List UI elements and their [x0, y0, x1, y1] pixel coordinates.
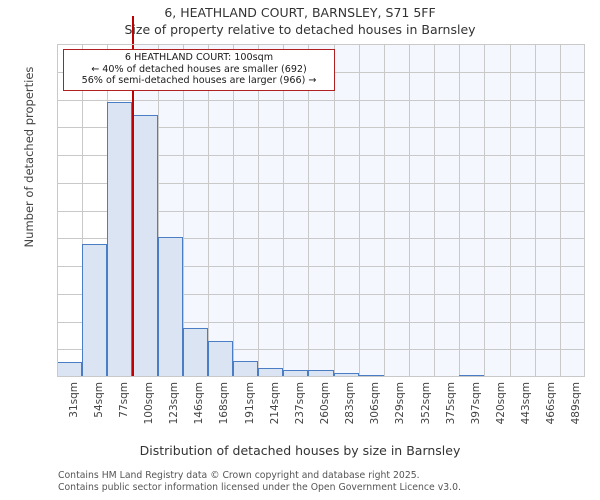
x-tick-label: 168sqm — [218, 382, 231, 425]
x-tick-label: 283sqm — [344, 382, 357, 425]
x-tick-label: 123sqm — [168, 382, 181, 425]
histogram-bars — [57, 44, 585, 377]
x-tick-label: 352sqm — [419, 382, 432, 425]
annotation-box: 6 HEATHLAND COURT: 100sqm ← 40% of detac… — [63, 49, 335, 91]
gridline — [383, 44, 385, 377]
plot-area — [57, 16, 585, 377]
x-tick-label: 77sqm — [117, 382, 130, 418]
x-tick-label: 146sqm — [193, 382, 206, 425]
gridline — [559, 44, 561, 377]
gridline — [434, 44, 436, 377]
chart-title-block: 6, HEATHLAND COURT, BARNSLEY, S71 5FF Si… — [0, 4, 600, 38]
histogram-bar — [132, 115, 158, 377]
histogram-bar — [233, 360, 259, 377]
histogram-bar — [459, 374, 485, 377]
property-marker-line — [132, 16, 135, 377]
annotation-line-2: ← 40% of detached houses are smaller (69… — [91, 63, 307, 75]
gridline — [509, 44, 511, 377]
histogram-bar — [258, 367, 284, 377]
histogram-bar — [82, 244, 108, 377]
x-axis-label: Distribution of detached houses by size … — [139, 443, 461, 458]
gridline — [157, 44, 159, 377]
histogram-bar — [283, 370, 309, 377]
gridline — [258, 44, 260, 377]
footer-line-1: Contains HM Land Registry data © Crown c… — [58, 470, 420, 481]
gridline — [57, 99, 585, 101]
gridline — [358, 44, 360, 377]
gridline — [57, 127, 585, 129]
gridline — [182, 44, 184, 377]
gridline — [57, 349, 585, 351]
gridline — [233, 44, 234, 377]
histogram-bar — [308, 370, 334, 377]
histogram-bar — [182, 327, 208, 377]
gridline — [333, 44, 335, 377]
x-tick-label: 443sqm — [520, 382, 533, 425]
gridline — [57, 293, 585, 295]
page-title: 6, HEATHLAND COURT, BARNSLEY, S71 5FF — [164, 5, 436, 20]
histogram-bar — [207, 341, 233, 377]
gridline — [82, 44, 84, 377]
x-tick-label: 214sqm — [268, 382, 281, 425]
gridline — [57, 155, 585, 156]
x-tick-label: 100sqm — [143, 382, 155, 425]
x-tick-label: 237sqm — [293, 382, 306, 425]
histogram-bar — [157, 237, 183, 377]
x-tick-label: 397sqm — [469, 382, 482, 425]
footer-line-2: Contains public sector information licen… — [58, 481, 461, 493]
gridline — [534, 44, 536, 377]
x-tick-label: 306sqm — [369, 382, 382, 425]
x-tick-label: 191sqm — [243, 382, 256, 425]
chart-subtitle: Size of property relative to detached ho… — [124, 22, 476, 37]
gridline — [409, 44, 410, 377]
histogram-bar — [107, 102, 133, 377]
x-tick-label: 420sqm — [495, 382, 507, 425]
x-tick-label: 489sqm — [570, 382, 583, 425]
annotation-line-1: 6 HEATHLAND COURT: 100sqm — [124, 52, 274, 63]
histogram-bar — [333, 373, 359, 377]
gridline — [57, 266, 585, 267]
gridline — [57, 238, 585, 240]
x-tick-label: 260sqm — [319, 382, 331, 425]
gridline — [308, 44, 310, 377]
gridline — [57, 321, 585, 323]
gridline — [57, 182, 585, 184]
footer-attribution: Contains HM Land Registry data © Crown c… — [58, 470, 461, 493]
x-tick-label: 375sqm — [444, 382, 457, 425]
x-tick-label: 54sqm — [92, 382, 105, 418]
gridline — [459, 44, 461, 377]
gridline — [207, 44, 209, 377]
gridline — [283, 44, 285, 377]
gridline — [484, 44, 486, 377]
y-axis-label: Number of detached properties — [22, 66, 36, 248]
x-tick-label: 466sqm — [545, 382, 558, 425]
annotation-line-3: 56% of semi-detached houses are larger (… — [81, 75, 317, 87]
x-tick-label: 31sqm — [67, 382, 80, 418]
x-tick-label: 329sqm — [394, 382, 407, 425]
gridline — [57, 210, 585, 212]
